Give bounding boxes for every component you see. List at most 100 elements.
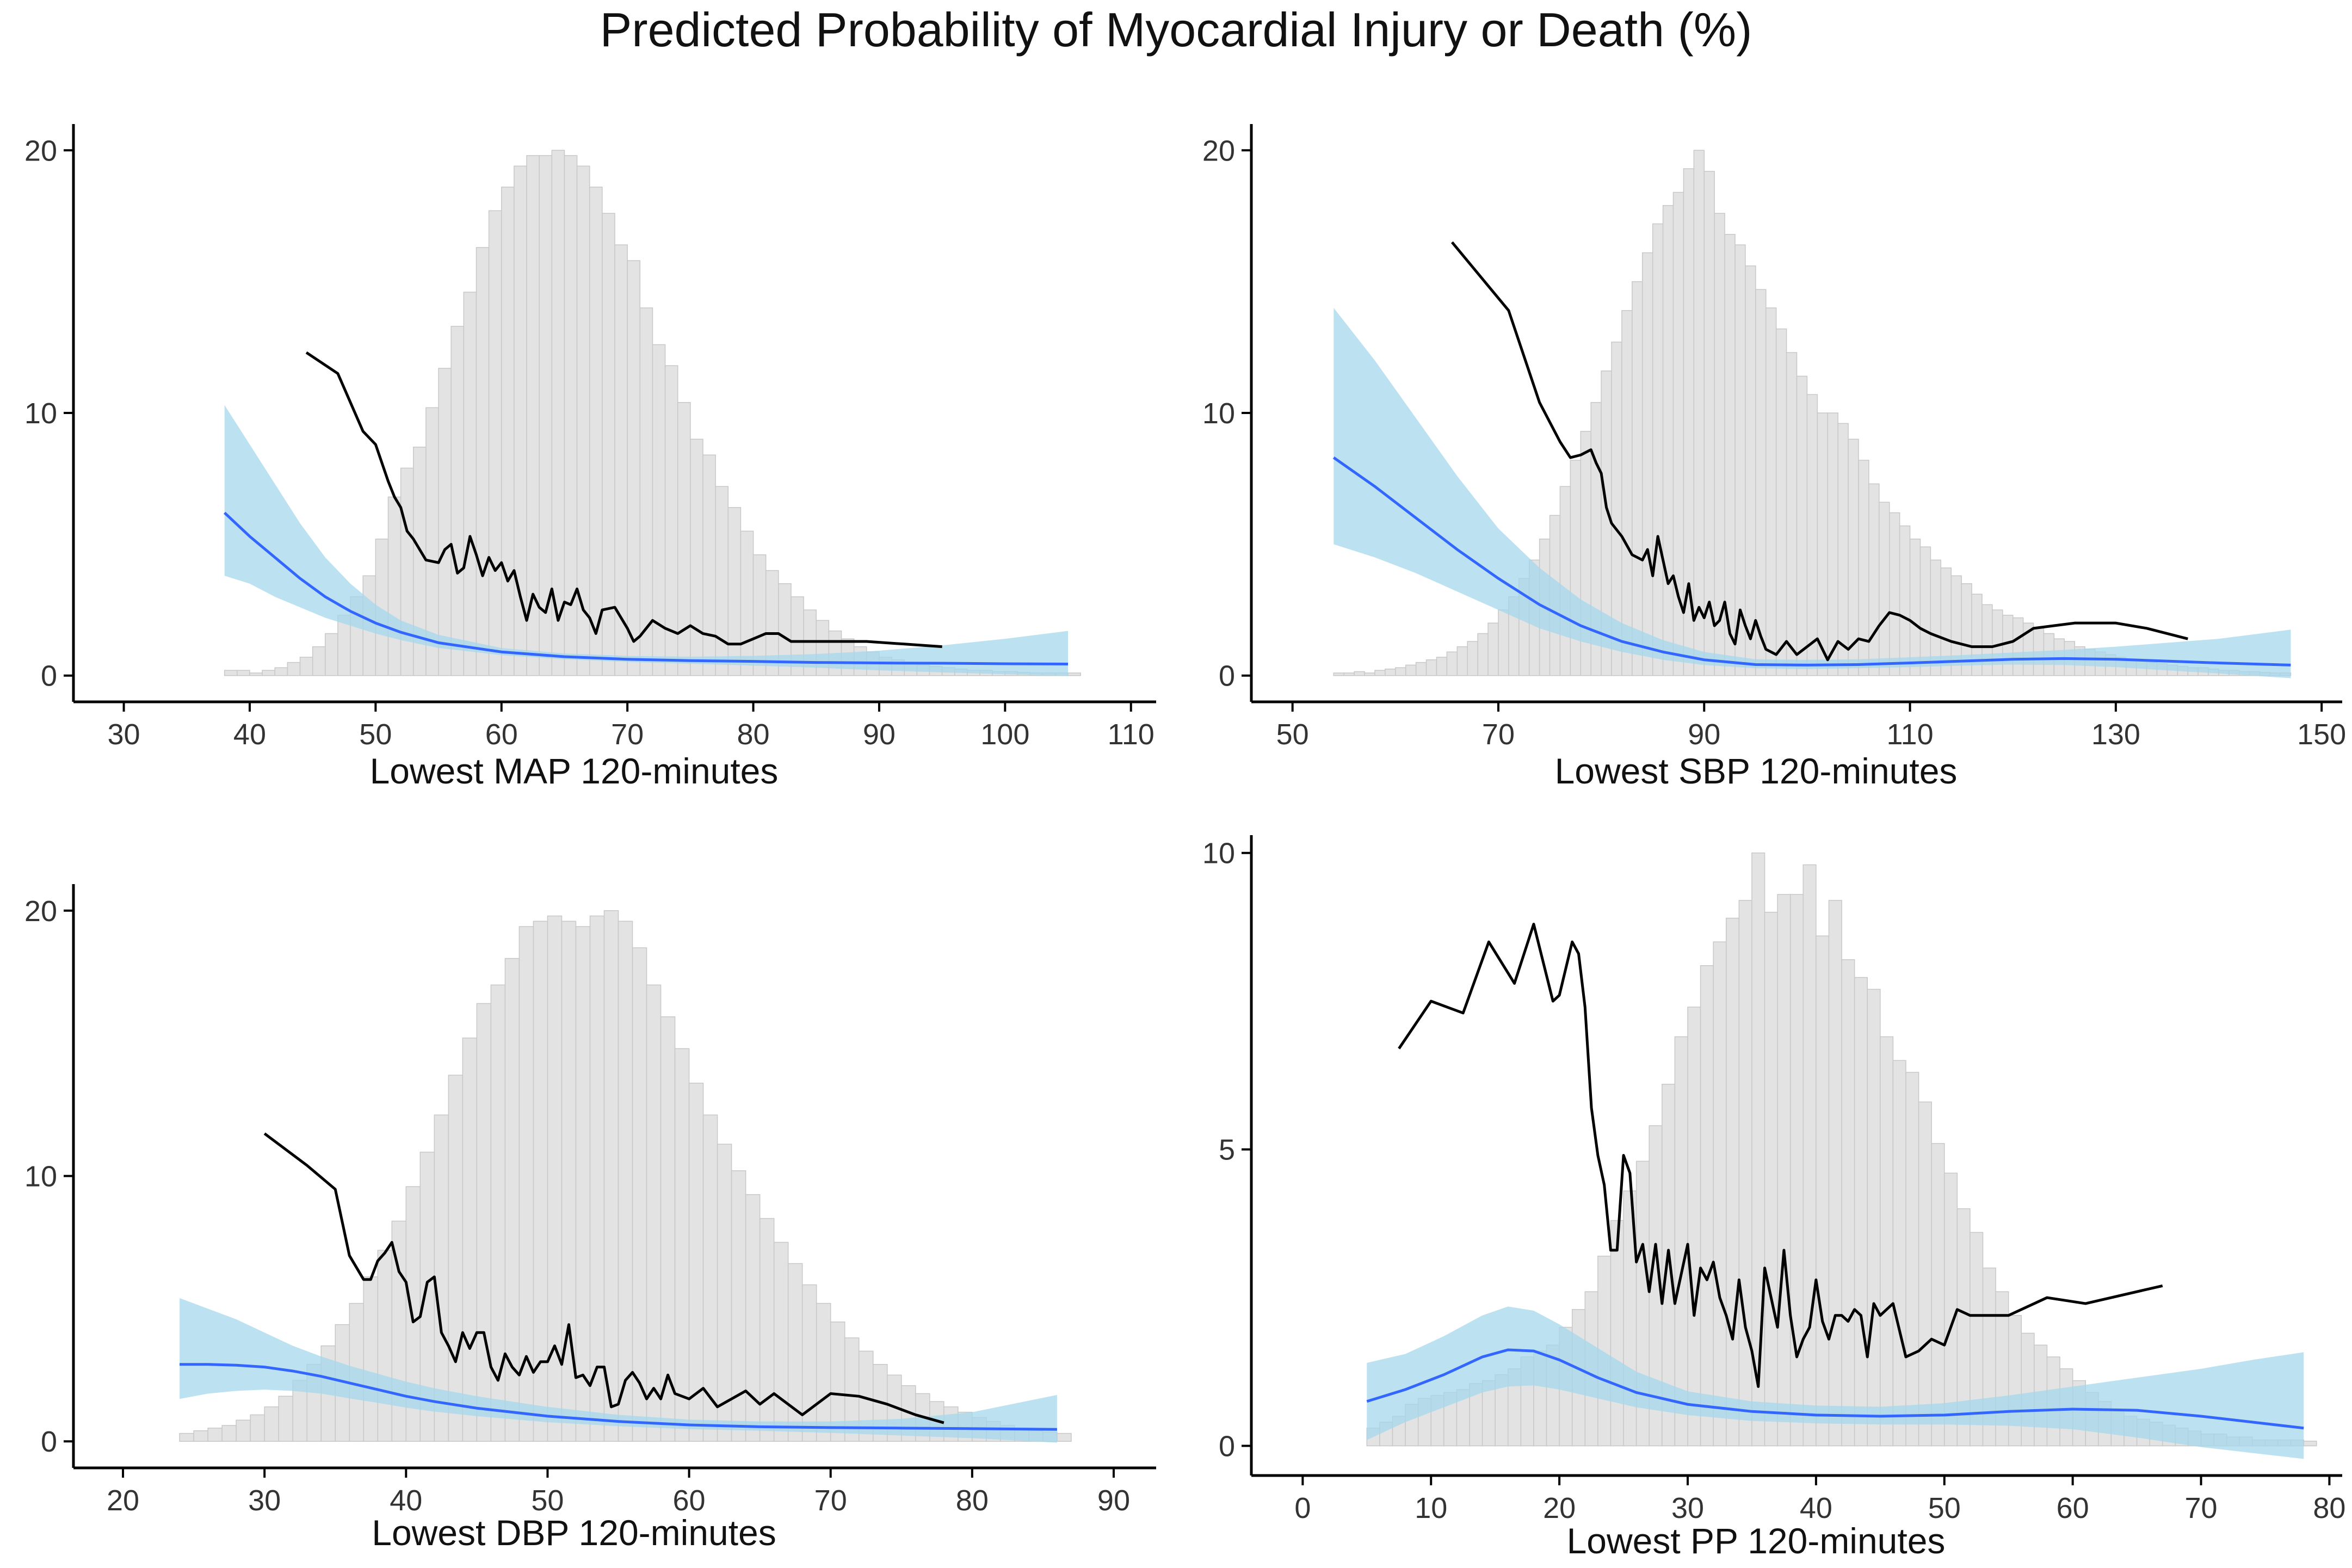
histogram-bar <box>1067 672 1081 676</box>
histogram-bar <box>249 672 263 676</box>
histogram-bar <box>589 915 605 1442</box>
y-tick-label: 5 <box>1219 1134 1235 1166</box>
histogram-bar <box>2012 617 2024 676</box>
histogram-bar <box>745 1194 761 1442</box>
histogram-bar <box>1354 671 1365 676</box>
histogram-bar <box>1868 483 1880 676</box>
histogram-bar <box>816 1302 831 1442</box>
histogram-bar <box>1415 662 1427 676</box>
y-tick-label: 0 <box>1219 660 1235 693</box>
smoothed-line <box>180 1363 1057 1431</box>
confidence-band <box>224 405 1069 676</box>
x-tick-label: 60 <box>673 1484 706 1517</box>
histogram <box>1366 852 2317 1447</box>
chart-panel-3: 20 30 40 50 60 70 80 90 0 10 20 Lowest DBP 120-minu… <box>24 884 1156 1553</box>
histogram-bar <box>448 1075 464 1442</box>
histogram-bar <box>639 307 653 676</box>
histogram-bar <box>1909 538 1921 676</box>
x-tick-label: 70 <box>611 718 644 751</box>
histogram-bar <box>1446 651 1458 676</box>
x-tick-label: 0 <box>1294 1492 1311 1524</box>
x-tick-label: 40 <box>233 718 266 751</box>
histogram-bar <box>1841 959 1855 1447</box>
histogram-bar <box>250 1414 265 1442</box>
histogram-bar <box>438 368 452 676</box>
histogram-bar <box>476 1003 492 1442</box>
histogram-bar <box>688 1083 704 1442</box>
x-tick-label: 80 <box>737 718 769 751</box>
histogram-bar <box>773 1242 789 1442</box>
x-tick-label: 90 <box>1097 1484 1130 1517</box>
histogram-bar <box>1487 622 1499 676</box>
histogram-bar <box>287 662 301 676</box>
histogram-bar <box>1789 894 1804 1447</box>
histogram-bar <box>1775 328 1787 676</box>
histogram <box>1333 150 2292 676</box>
histogram-bar <box>1892 1060 1906 1447</box>
histogram-bar <box>1828 900 1842 1447</box>
histogram-bar <box>1755 289 1767 676</box>
x-tick-label: 110 <box>1108 718 1155 751</box>
smoothed-line <box>223 511 1069 665</box>
histogram-bar <box>1713 941 1727 1447</box>
histogram-bar <box>363 1276 379 1442</box>
observed-line <box>1398 922 2163 1388</box>
observed-line <box>305 351 942 649</box>
histogram-bar <box>501 187 515 676</box>
histogram-bar <box>646 984 662 1442</box>
histogram-bar <box>278 1396 293 1442</box>
histogram-bar <box>207 1428 223 1442</box>
histogram-bar <box>575 926 591 1442</box>
histogram-bar <box>1364 672 1375 676</box>
observed-line <box>1450 241 2188 662</box>
histogram-bar <box>224 670 238 676</box>
histogram-bar <box>1333 672 1344 676</box>
histogram-bar <box>1816 935 1830 1447</box>
histogram-bar <box>237 670 250 676</box>
y-tick-label: 0 <box>41 1425 57 1458</box>
x-tick-label: 30 <box>1671 1492 1704 1524</box>
x-tick-label: 50 <box>1276 718 1309 751</box>
x-tick-label: 20 <box>1543 1492 1576 1524</box>
histogram-bar <box>1642 252 1653 676</box>
histogram-bar <box>1395 667 1406 676</box>
x-axis-title: Lowest DBP 120-minutes <box>372 1513 776 1553</box>
histogram-bar <box>1621 310 1633 676</box>
histogram-bar <box>377 1250 393 1442</box>
histogram-bar <box>1456 646 1468 676</box>
histogram-bar <box>1745 265 1756 676</box>
histogram-bar <box>1888 512 1900 676</box>
histogram-bar <box>618 921 633 1442</box>
histogram-bar <box>603 910 619 1442</box>
chart-panel-2: 50 70 90 110 130 150 0 10 20 Lowest SBP 120-minut… <box>1202 124 2346 791</box>
x-tick-label: 90 <box>1688 718 1720 751</box>
x-tick-label: 20 <box>107 1484 139 1517</box>
histogram-bar <box>1931 1143 1945 1447</box>
histogram-bar <box>179 1433 194 1442</box>
x-tick-label: 80 <box>956 1484 989 1517</box>
confidence-band <box>1367 1306 2304 1459</box>
y-tick-label: 10 <box>24 1160 57 1193</box>
histogram-bar <box>274 667 288 676</box>
x-axis-title: Lowest MAP 120-minutes <box>370 751 779 791</box>
observed-line <box>263 1132 944 1424</box>
histogram-bar <box>488 210 502 676</box>
histogram-bar <box>1802 864 1817 1447</box>
x-tick-label: 60 <box>485 718 518 751</box>
histogram-bar <box>1343 672 1355 676</box>
x-tick-label: 60 <box>2057 1492 2089 1524</box>
histogram-bar <box>264 1406 279 1442</box>
x-tick-label: 10 <box>1415 1492 1447 1524</box>
histogram-bar <box>690 439 703 676</box>
histogram-bar <box>1385 668 1396 676</box>
histogram-bar <box>450 325 465 676</box>
x-tick-label: 80 <box>2313 1492 2345 1524</box>
x-tick-label: 50 <box>1928 1492 1961 1524</box>
histogram-bar <box>1879 502 1890 676</box>
histogram-bar <box>1632 281 1643 676</box>
histogram-bar <box>325 633 338 676</box>
x-tick-label: 70 <box>814 1484 847 1517</box>
histogram-bar <box>1867 989 1881 1447</box>
x-axis-title: Lowest PP 120-minutes <box>1567 1521 1946 1561</box>
histogram-bar <box>1693 150 1705 676</box>
